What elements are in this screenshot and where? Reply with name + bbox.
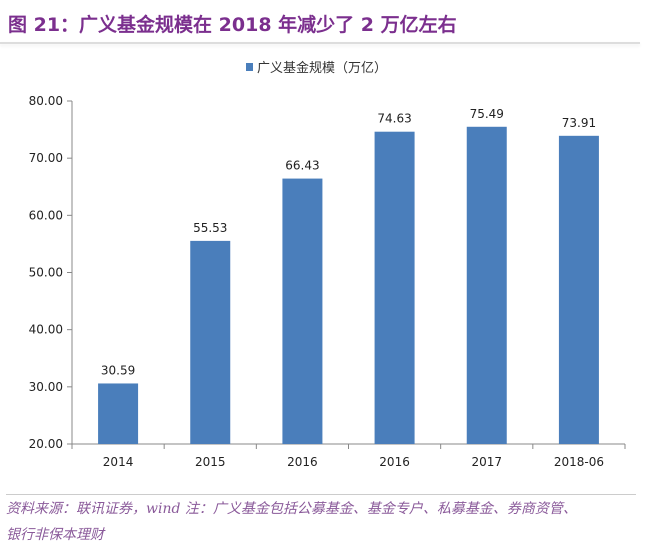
- title-divider: [0, 42, 640, 44]
- x-tick-label: 2014: [103, 455, 134, 469]
- x-tick-label: 2016: [287, 455, 318, 469]
- bar: [558, 135, 599, 444]
- bar: [98, 383, 139, 444]
- bar-chart: 广义基金规模（万亿） 20.00 30.00 40.00 50.00 60.00 70.00…: [29, 60, 626, 469]
- bar: [374, 131, 415, 445]
- y-tick-label: 70.00: [29, 151, 63, 165]
- y-tick-label: 50.00: [29, 266, 63, 280]
- legend-label: 广义基金规模（万亿）: [257, 60, 387, 76]
- data-label: 30.59: [101, 363, 135, 377]
- bar: [282, 178, 323, 444]
- data-label: 75.49: [470, 107, 504, 121]
- x-tick-label: 2018-06: [554, 455, 604, 469]
- data-label: 55.53: [193, 221, 227, 235]
- bar: [190, 240, 231, 444]
- y-tick-label: 60.00: [29, 208, 63, 222]
- x-tick-label: 2016: [379, 455, 410, 469]
- source-note: 资料来源：联讯证券，wind 注：广义基金包括公募基金、基金专户、私募基金、券商…: [6, 501, 577, 517]
- data-label: 66.43: [285, 159, 319, 173]
- x-tick-label: 2017: [471, 455, 502, 469]
- x-tick-label: 2015: [195, 455, 226, 469]
- bar: [466, 126, 507, 444]
- source-note-line2: 银行非保本理财: [6, 527, 104, 543]
- y-tick-label: 20.00: [29, 437, 63, 451]
- data-label: 73.91: [562, 116, 596, 130]
- y-tick-label: 80.00: [29, 94, 63, 108]
- footer-divider: [6, 494, 636, 495]
- y-tick-label: 40.00: [29, 323, 63, 337]
- legend-swatch: [246, 63, 253, 71]
- y-tick-label: 30.00: [29, 380, 63, 394]
- figure-title: 图 21：广义基金规模在 2018 年减少了 2 万亿左右: [8, 14, 457, 36]
- data-label: 74.63: [377, 112, 411, 126]
